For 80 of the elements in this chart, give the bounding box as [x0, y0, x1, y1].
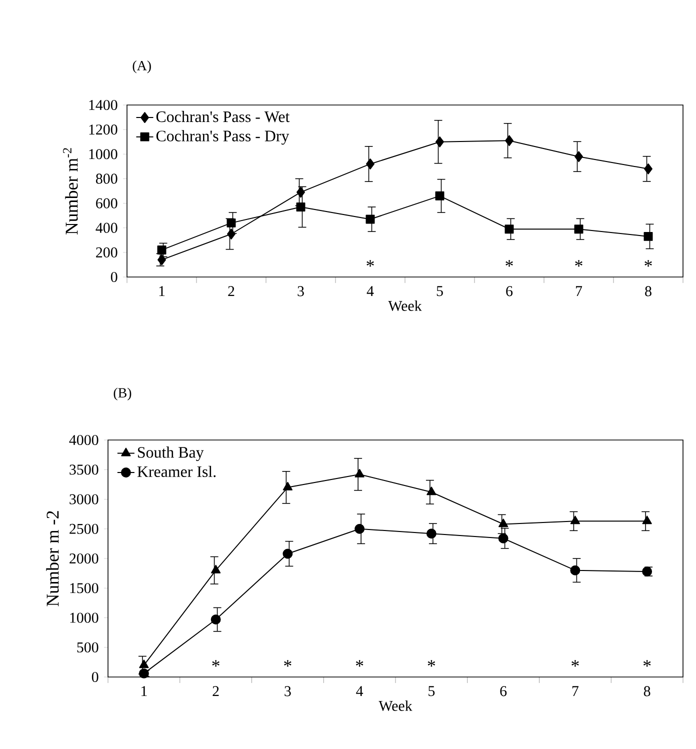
y-tick-label: 1200: [89, 124, 118, 135]
legend-label: South Bay: [138, 446, 204, 462]
point: [366, 214, 375, 224]
point: [296, 186, 305, 198]
x-tick-label: 3: [284, 686, 291, 696]
annotation: *: [212, 660, 220, 667]
y-tick-label: 800: [96, 174, 118, 184]
point: [574, 224, 584, 234]
point: [157, 245, 166, 254]
point: [644, 163, 652, 174]
point: [210, 614, 221, 625]
annotation: *: [644, 260, 652, 267]
x-tick-label: 7: [576, 286, 582, 296]
x-tick-label: 8: [645, 286, 652, 296]
x-tick-label: 3: [298, 286, 304, 296]
point: [570, 516, 580, 524]
x-tick-label: 4: [366, 286, 374, 296]
point: [426, 528, 436, 539]
annotation: *: [284, 660, 292, 667]
y-tick-label: 2000: [70, 553, 98, 564]
x-tick-label: 5: [428, 686, 435, 696]
point: [505, 135, 514, 146]
annotation: *: [428, 660, 436, 667]
chart-title: (A): [132, 60, 151, 74]
x-tick-label: 1: [159, 286, 165, 296]
point: [504, 224, 514, 234]
x-axis-title: Week: [378, 700, 412, 712]
point: [282, 482, 292, 490]
y-tick-label: 1500: [70, 583, 98, 594]
annotation: *: [643, 660, 651, 667]
point: [435, 191, 444, 200]
y-tick-label: 0: [110, 272, 118, 282]
y-tick-label: 600: [96, 198, 118, 208]
y-axis-title: Number m -2: [46, 511, 59, 606]
point: [354, 468, 364, 478]
point: [574, 151, 583, 162]
point: [226, 218, 236, 228]
x-tick-label: 5: [436, 286, 443, 296]
point: [498, 533, 508, 544]
y-tick-label: 3000: [70, 494, 98, 504]
point: [426, 486, 436, 496]
point: [211, 564, 221, 574]
annotation: *: [575, 260, 582, 267]
x-axis-title: Week: [388, 300, 422, 312]
y-tick-label: 400: [96, 222, 118, 233]
y-tick-label: 3500: [70, 464, 98, 475]
y-tick-label: 500: [77, 642, 98, 652]
x-tick-label: 8: [644, 686, 650, 696]
point: [282, 548, 293, 559]
x-tick-label: 7: [572, 686, 578, 696]
x-tick-label: 4: [356, 686, 364, 696]
point: [644, 232, 653, 241]
point: [436, 136, 444, 148]
point: [139, 660, 149, 668]
y-tick-label: 2500: [70, 524, 98, 534]
annotation: *: [506, 260, 513, 267]
y-tick-label: 1000: [70, 612, 98, 623]
y-tick-label: 1000: [89, 149, 118, 160]
y-axis-title: Number m$^{-2}$: [63, 148, 78, 235]
annotation: *: [572, 660, 579, 667]
x-tick-label: 2: [212, 686, 219, 696]
chart-title: (B): [114, 388, 132, 400]
x-tick-label: 2: [228, 286, 234, 296]
x-tick-label: 6: [506, 286, 513, 296]
x-tick-label: 6: [500, 686, 507, 696]
legend-label: Kreamer Isl.: [137, 466, 216, 478]
point: [498, 518, 508, 528]
legend-label: Cochran's Pass - Wet: [156, 110, 290, 122]
y-tick-label: 0: [92, 672, 98, 682]
y-tick-label: 4000: [69, 434, 98, 446]
y-tick-label: 1400: [89, 100, 118, 110]
point: [366, 158, 374, 170]
annotation: *: [366, 260, 374, 267]
point: [354, 524, 365, 534]
annotation: *: [356, 660, 364, 667]
y-tick-label: 200: [96, 247, 118, 258]
point: [642, 516, 652, 524]
point: [570, 565, 580, 576]
legend-label: Cochran's Pass - Dry: [156, 130, 290, 145]
x-tick-label: 1: [142, 686, 147, 696]
